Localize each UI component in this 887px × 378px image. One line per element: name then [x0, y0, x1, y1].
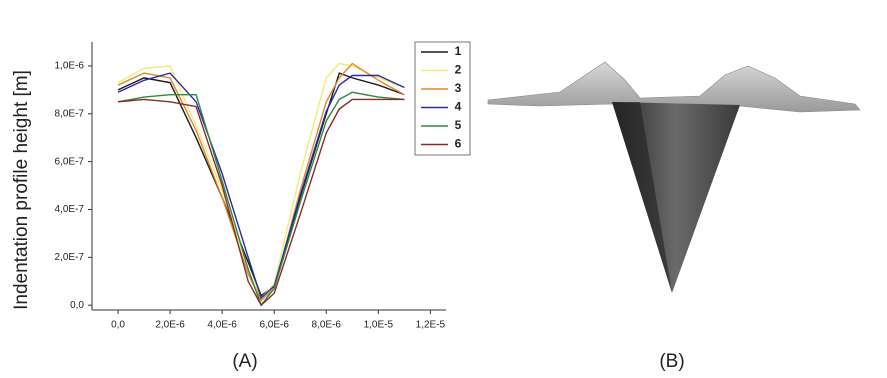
x-tick-label: 8,0E-6 — [312, 320, 342, 331]
figure: Indentation profile height [m] (A) (B) 1… — [0, 0, 887, 378]
caption: (A) — [232, 351, 257, 372]
x-tick-label: 1,0E-5 — [364, 320, 394, 331]
legend-box — [415, 42, 470, 155]
y-tick-label: 6,0E-7 — [55, 156, 85, 167]
x-tick-label: 1,2E-5 — [416, 320, 446, 331]
series-line — [118, 73, 404, 296]
legend-label: 2 — [455, 63, 462, 77]
y-axis-label: Indentation profile height [m] — [11, 70, 32, 310]
legend-label: 4 — [455, 100, 462, 114]
series-line — [118, 99, 404, 305]
y-tick-label: 0,0 — [70, 300, 84, 311]
x-tick-label: 2,0E-6 — [155, 320, 185, 331]
x-tick-label: 4,0E-6 — [207, 320, 237, 331]
y-tick-label: 2,0E-7 — [55, 252, 85, 263]
series-line — [118, 92, 404, 305]
y-tick-label: 1,0E-6 — [55, 61, 85, 72]
series-line — [118, 73, 404, 298]
surface-image — [488, 62, 860, 293]
legend: 1 2 3 4 5 6 — [415, 42, 470, 155]
y-tick-label: 4,0E-7 — [55, 204, 85, 215]
caption: (B) — [659, 351, 684, 372]
legend-label: 1 — [455, 44, 462, 58]
series-line — [118, 64, 404, 299]
legend-label: 3 — [455, 81, 462, 95]
legend-label: 5 — [455, 118, 462, 132]
x-tick-label: 6,0E-6 — [259, 320, 289, 331]
legend-label: 6 — [455, 137, 462, 151]
y-tick-label: 8,0E-7 — [55, 108, 85, 119]
x-tick-label: 0,0 — [111, 320, 125, 331]
